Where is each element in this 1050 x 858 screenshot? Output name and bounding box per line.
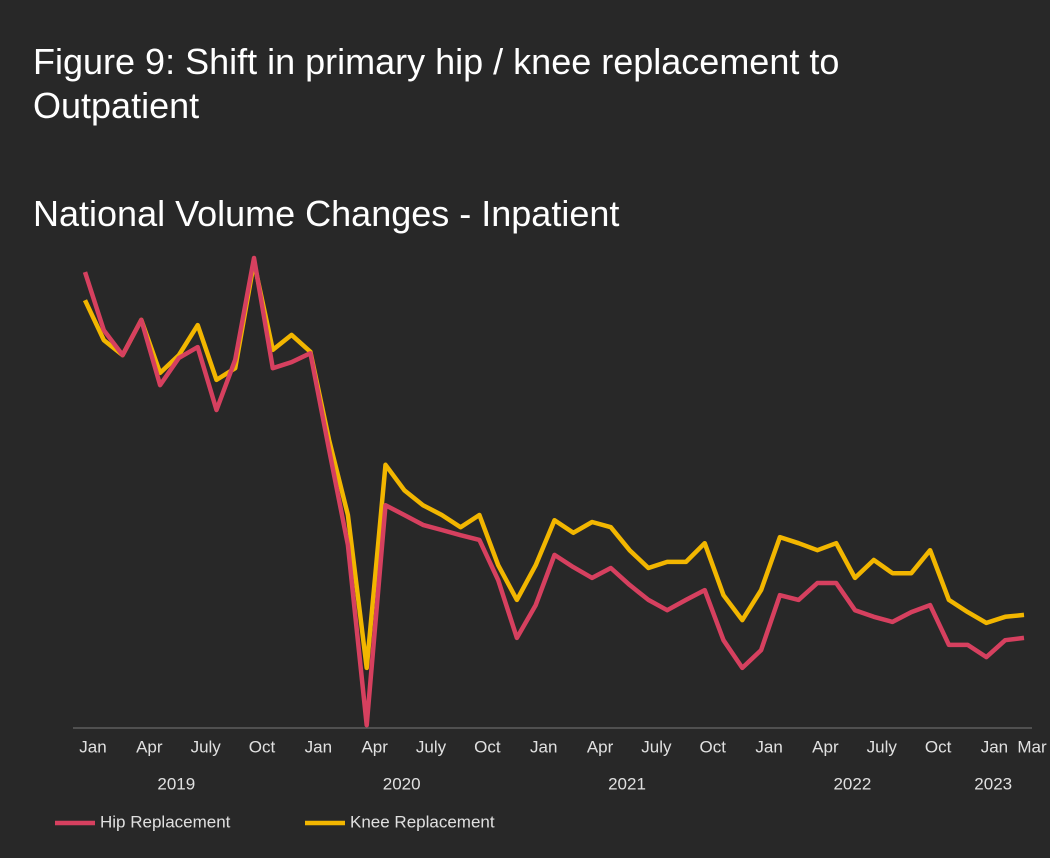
x-tick-label: Jan bbox=[530, 737, 557, 756]
chart-subtitle: National Volume Changes - Inpatient bbox=[33, 193, 620, 234]
x-tick-label: Oct bbox=[925, 737, 952, 756]
year-label: 2019 bbox=[157, 774, 195, 793]
x-tick-label: Apr bbox=[587, 737, 614, 756]
legend-label: Knee Replacement bbox=[350, 812, 495, 831]
year-label: 2023 bbox=[974, 774, 1012, 793]
legend-label: Hip Replacement bbox=[100, 812, 231, 831]
year-label: 2020 bbox=[383, 774, 421, 793]
chart-title: Figure 9: Shift in primary hip / knee re… bbox=[33, 41, 840, 126]
x-tick-label: July bbox=[191, 737, 222, 756]
x-tick-label: July bbox=[867, 737, 898, 756]
x-tick-label: July bbox=[641, 737, 672, 756]
x-tick-label: Apr bbox=[812, 737, 839, 756]
x-tick-label: Apr bbox=[136, 737, 163, 756]
year-label: 2021 bbox=[608, 774, 646, 793]
series-line bbox=[82, 255, 1025, 728]
x-tick-label: Jan bbox=[981, 737, 1008, 756]
series-line bbox=[82, 259, 1025, 671]
x-tick-label: Jan bbox=[755, 737, 782, 756]
x-tick-label: Oct bbox=[249, 737, 276, 756]
x-tick-label: Mar bbox=[1017, 737, 1047, 756]
x-tick-label: Apr bbox=[361, 737, 388, 756]
x-tick-label: Oct bbox=[700, 737, 727, 756]
x-tick-label: Oct bbox=[474, 737, 501, 756]
year-label: 2022 bbox=[833, 774, 871, 793]
x-tick-label: Jan bbox=[79, 737, 106, 756]
x-tick-label: July bbox=[416, 737, 447, 756]
x-tick-label: Jan bbox=[305, 737, 332, 756]
